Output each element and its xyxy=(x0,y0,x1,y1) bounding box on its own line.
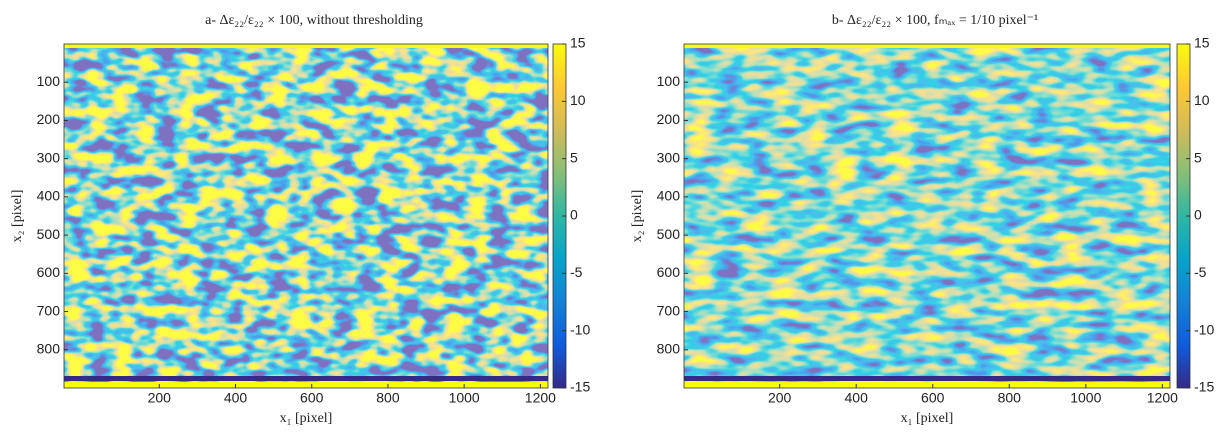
y-tick-label: 600 xyxy=(657,264,681,280)
plot-frame xyxy=(683,43,1171,389)
y-tick-label: 800 xyxy=(657,340,681,356)
x-tick-label: 1000 xyxy=(1070,390,1101,406)
y-tick-label: 800 xyxy=(37,340,61,356)
colorbar-tick-label: 10 xyxy=(570,92,586,108)
y-tick-label: 600 xyxy=(37,264,61,280)
y-axis-label: x₂ [pixel] xyxy=(630,190,645,243)
colorbar-tick-label: 5 xyxy=(570,149,578,165)
edge-band xyxy=(684,376,1170,381)
y-axis-label: x₂ [pixel] xyxy=(10,190,25,243)
y-tick-label: 100 xyxy=(37,73,61,89)
colorbar-tick-label: 5 xyxy=(1194,149,1202,165)
edge-band xyxy=(64,376,548,381)
y-tick-label: 200 xyxy=(37,111,61,127)
colorbar-tick-label: -15 xyxy=(570,379,590,395)
y-tick-label: 400 xyxy=(37,188,61,204)
x-tick-label: 600 xyxy=(300,390,324,406)
x-axis-label: x₁ [pixel] xyxy=(280,411,333,426)
colorbar-tick-label: 15 xyxy=(570,35,586,51)
y-tick-label: 200 xyxy=(657,111,681,127)
heatmap-field xyxy=(684,44,1170,388)
y-tick-label: 500 xyxy=(37,226,61,242)
colorbar-tick-label: 0 xyxy=(570,207,578,223)
x-tick-label: 1000 xyxy=(449,390,480,406)
x-tick-label: 200 xyxy=(768,390,792,406)
colorbar-tick-label: -5 xyxy=(1194,264,1207,280)
colorbar-tick-label: 10 xyxy=(1194,92,1210,108)
x-axis-label: x₁ [pixel] xyxy=(901,411,954,426)
y-tick-label: 300 xyxy=(37,149,61,165)
chart-title: a- Δε₂₂/ε₂₂ × 100, without thresholding xyxy=(205,13,423,28)
colorbar-tick-label: -5 xyxy=(570,264,583,280)
x-tick-label: 1200 xyxy=(525,390,556,406)
y-tick-label: 700 xyxy=(657,302,681,318)
colorbar-tick-label: 0 xyxy=(1194,207,1202,223)
colorbar-tick-label: 15 xyxy=(1194,35,1210,51)
colorbar-tick-label: -10 xyxy=(1194,321,1214,337)
x-tick-label: 200 xyxy=(148,390,172,406)
colorbar-tick-label: -15 xyxy=(1194,379,1214,395)
y-tick-label: 700 xyxy=(37,302,61,318)
y-tick-label: 500 xyxy=(657,226,681,242)
heatmap-field xyxy=(64,44,548,388)
x-tick-label: 800 xyxy=(376,390,400,406)
y-tick-label: 400 xyxy=(657,188,681,204)
edge-band xyxy=(64,382,548,388)
plot-frame xyxy=(63,43,549,389)
x-tick-label: 1200 xyxy=(1147,390,1178,406)
edge-band xyxy=(684,382,1170,388)
edge-band xyxy=(64,44,548,48)
x-tick-label: 400 xyxy=(224,390,248,406)
y-tick-label: 300 xyxy=(657,149,681,165)
x-tick-label: 600 xyxy=(921,390,945,406)
x-tick-label: 800 xyxy=(998,390,1022,406)
colorbar-tick-label: -10 xyxy=(570,321,590,337)
chart-title: b- Δε₂₂/ε₂₂ × 100, fₘₐₓ = 1/10 pixel⁻¹ xyxy=(832,13,1038,28)
y-tick-label: 100 xyxy=(657,73,681,89)
edge-band xyxy=(684,44,1170,48)
x-tick-label: 400 xyxy=(845,390,869,406)
